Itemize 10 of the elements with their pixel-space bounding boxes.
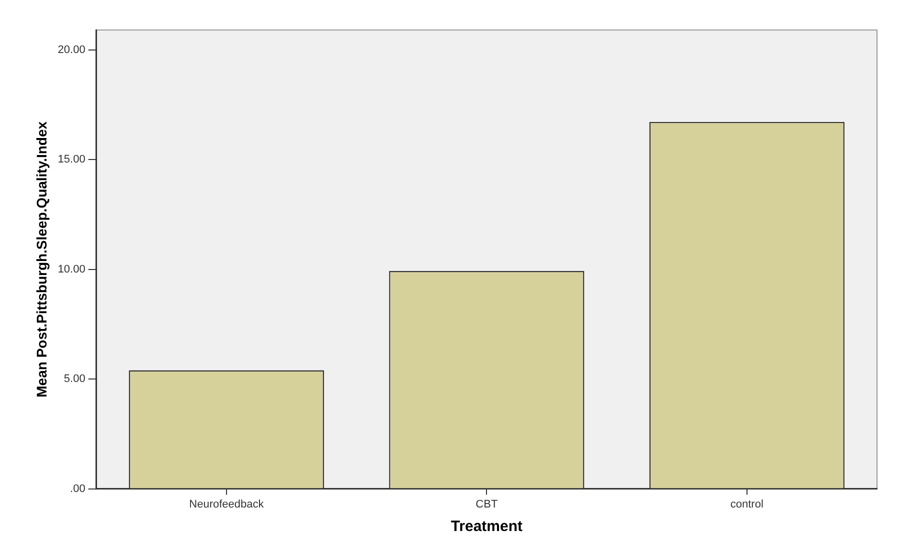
y-axis-title: Mean Post.Pittsburgh.Sleep.Quality.Index (33, 121, 50, 398)
y-tick-label: 10.00 (58, 263, 86, 276)
x-tick-label: CBT (476, 498, 498, 510)
y-tick-label: .00 (70, 482, 86, 495)
y-tick-label: 20.00 (58, 44, 86, 56)
x-axis-title: Treatment (450, 518, 523, 536)
x-tick-label: control (730, 498, 764, 510)
y-tick-label: 15.00 (58, 154, 86, 166)
y-tick-label: 5.00 (64, 373, 86, 386)
x-tick-label: Neurofeedback (189, 498, 264, 510)
